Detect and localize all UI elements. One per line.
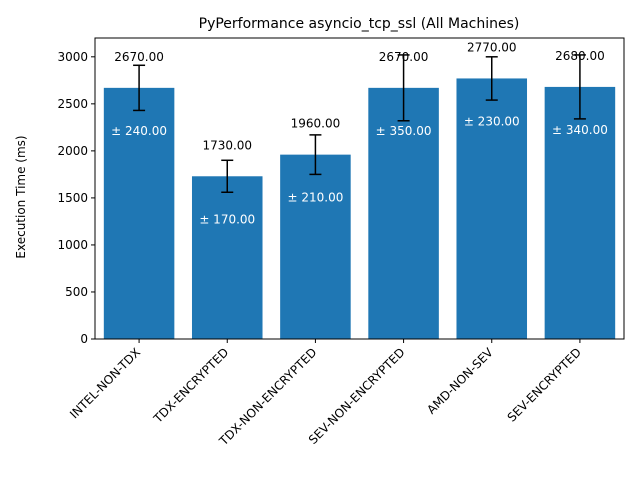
- error-label: ± 240.00: [111, 124, 167, 138]
- bars-layer: [103, 78, 616, 340]
- x-tick-label: AMD-NON-SEV: [424, 345, 496, 417]
- value-label: 1960.00: [291, 117, 341, 131]
- y-tick-label: 0: [80, 332, 88, 346]
- error-label: ± 230.00: [464, 114, 520, 128]
- labels-layer: 2670.00 ± 240.00 1730.00 ± 170.00 1960.00 ± 2…: [111, 40, 608, 226]
- chart-title: PyPerformance asyncio_tcp_ssl (All Machi…: [199, 16, 520, 32]
- y-tick-label: 2000: [57, 144, 88, 158]
- x-tick-label: SEV-NON-ENCRYPTED: [306, 345, 408, 447]
- bar: [544, 86, 616, 339]
- y-axis: 0 500 1000 1500 2000 2500 3000: [57, 50, 95, 346]
- bar: [368, 87, 439, 340]
- y-tick-label: 500: [65, 285, 88, 299]
- y-tick-label: 3000: [57, 50, 88, 64]
- bar: [191, 176, 263, 339]
- x-axis: INTEL-NON-TDX TDX-ENCRYPTEDTDX-NON-ENCRYP…: [67, 339, 584, 449]
- errorbars-layer: [133, 54, 586, 194]
- value-label: 2670.00: [379, 50, 429, 64]
- x-tick-label: INTEL-NON-TDX: [67, 345, 143, 421]
- bar: [103, 87, 175, 340]
- error-label: ± 350.00: [376, 124, 432, 138]
- y-axis-label: Execution Time (ms): [14, 135, 28, 258]
- error-label: ± 340.00: [552, 123, 608, 137]
- value-label: 2670.00: [114, 50, 164, 64]
- error-label: ± 210.00: [287, 191, 343, 205]
- x-tick-label: TDX-ENCRYPTED: [150, 345, 231, 426]
- x-tick-label: TDX-NON-ENCRYPTED: [216, 345, 320, 449]
- bar: [456, 78, 528, 340]
- x-tick-label: SEV-ENCRYPTED: [505, 345, 584, 424]
- plot-frame: [94, 37, 625, 340]
- y-tick-label: 2500: [57, 97, 88, 111]
- bar: [280, 154, 351, 339]
- y-tick-label: 1500: [57, 191, 88, 205]
- value-label: 1730.00: [202, 138, 252, 152]
- error-label: ± 170.00: [199, 212, 255, 226]
- y-tick-label: 1000: [57, 238, 88, 252]
- value-label: 2680.00: [555, 49, 605, 63]
- value-label: 2770.00: [467, 40, 517, 54]
